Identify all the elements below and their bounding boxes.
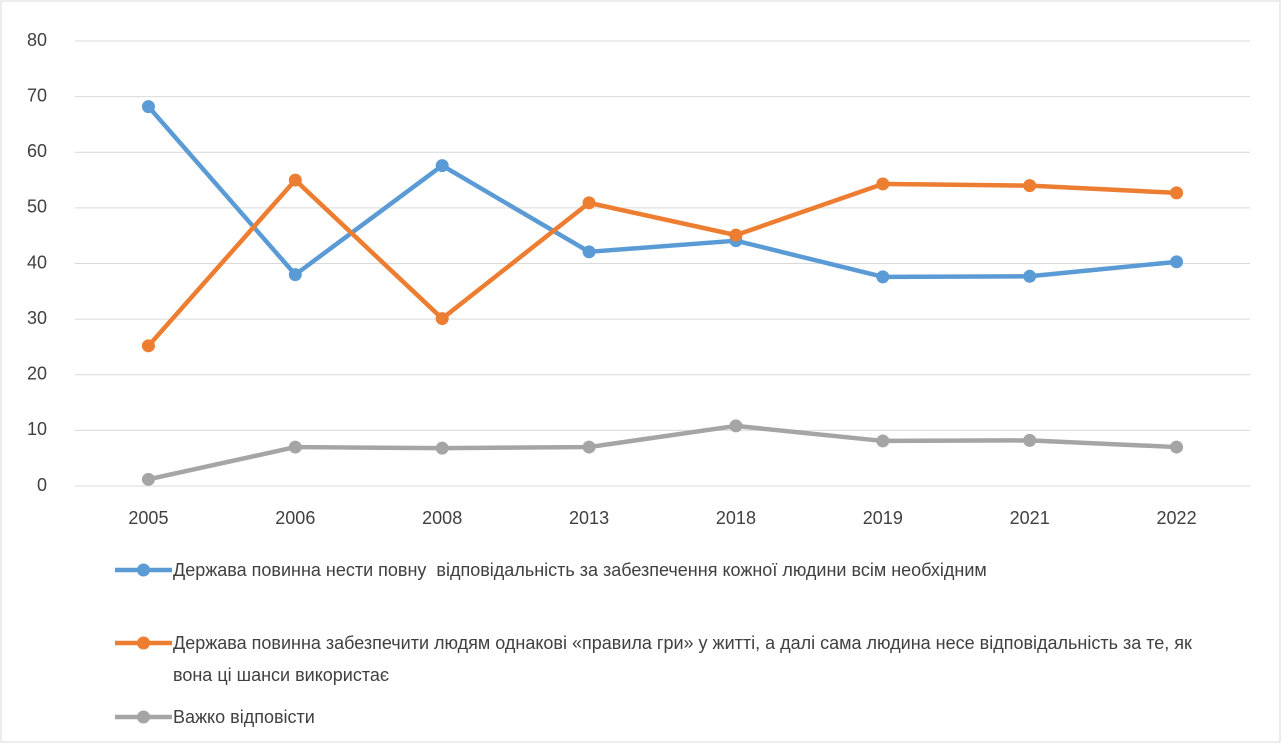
data-point	[582, 440, 596, 454]
data-point	[435, 441, 449, 455]
legend-entry: Держава повинна нести повну відповідальн…	[115, 554, 1223, 586]
series-line	[146, 177, 1177, 348]
legend-label: Держава повинна забезпечити людям однако…	[173, 633, 1197, 685]
legend-swatch	[115, 563, 172, 577]
y-tick-label: 30	[27, 308, 47, 328]
data-point	[435, 159, 449, 173]
legend-entry: Важко відповісти	[115, 701, 1223, 733]
legend-swatch	[115, 710, 172, 724]
legend-marker	[137, 563, 150, 577]
data-point	[876, 177, 890, 191]
legend-marker	[137, 636, 150, 650]
data-point	[1170, 186, 1184, 200]
x-tick-label: 2008	[422, 508, 462, 528]
data-point	[288, 173, 302, 187]
y-tick-label: 60	[27, 141, 47, 161]
data-point	[876, 434, 890, 448]
data-point	[288, 268, 302, 282]
data-point	[1023, 269, 1037, 283]
data-point	[1170, 440, 1184, 454]
data-point	[141, 472, 155, 486]
y-tick-label: 40	[27, 252, 47, 272]
data-point	[582, 196, 596, 210]
legend-marker	[137, 710, 150, 724]
x-tick-label: 2022	[1157, 508, 1197, 528]
x-tick-label: 2005	[128, 508, 168, 528]
x-tick-label: 2019	[863, 508, 903, 528]
data-point	[1023, 179, 1037, 193]
y-tick-label: 70	[27, 85, 47, 105]
legend-swatch	[115, 636, 172, 650]
x-tick-label: 2018	[716, 508, 756, 528]
legend-label: Важко відповісти	[173, 707, 315, 727]
data-point	[1170, 255, 1184, 269]
x-tick-label: 2013	[569, 508, 609, 528]
data-point	[141, 100, 155, 114]
data-point	[582, 245, 596, 259]
y-tick-label: 80	[27, 30, 47, 50]
series-line	[146, 105, 1177, 280]
data-point	[1023, 433, 1037, 447]
series-line	[147, 423, 1177, 482]
data-point	[435, 312, 449, 326]
y-tick-label: 10	[27, 419, 47, 439]
legend-entry: Держава повинна забезпечити людям однако…	[115, 627, 1223, 691]
x-tick-label: 2021	[1010, 508, 1050, 528]
x-tick-label: 2006	[275, 508, 315, 528]
data-point	[141, 339, 155, 353]
data-point	[729, 228, 743, 242]
data-point	[288, 440, 302, 454]
data-point	[876, 270, 890, 284]
y-tick-label: 0	[37, 475, 47, 495]
data-point	[729, 419, 743, 433]
y-tick-label: 50	[27, 197, 47, 217]
legend-label: Держава повинна нести повну відповідальн…	[173, 560, 987, 580]
y-tick-label: 20	[27, 364, 47, 384]
